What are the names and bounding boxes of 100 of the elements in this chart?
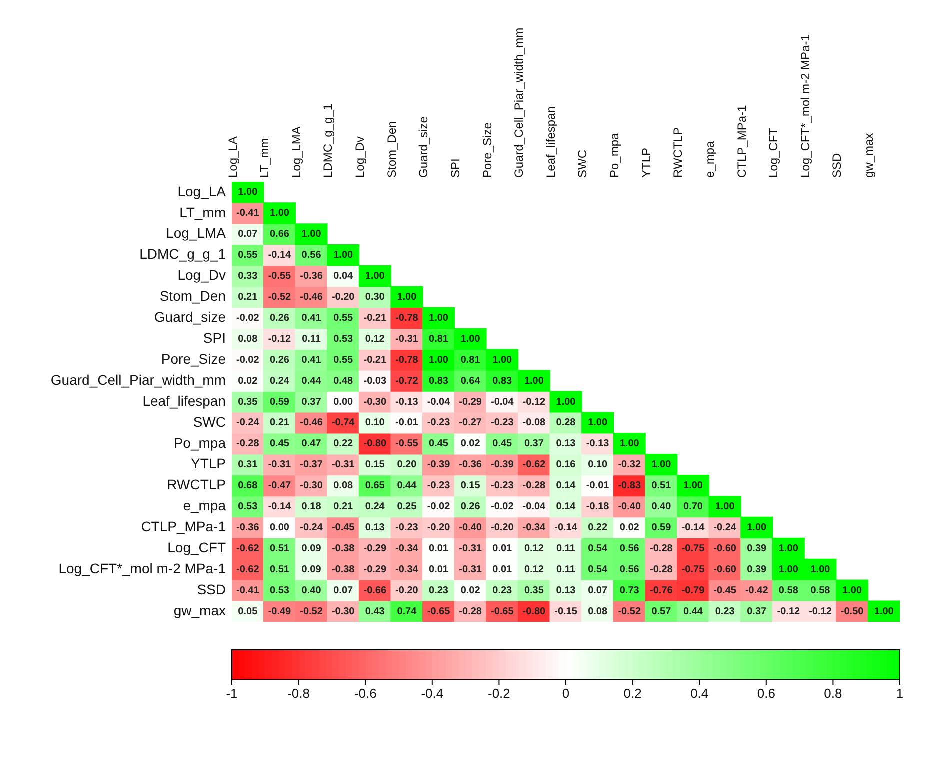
data-label: -0.78: [396, 354, 419, 366]
data-label: -0.31: [268, 460, 292, 471]
data-label: 0.37: [302, 396, 322, 408]
data-label: 0.13: [365, 522, 386, 534]
data-label: -0.04: [522, 502, 546, 513]
data-label: 0.66: [270, 229, 290, 240]
data-label: -0.24: [714, 522, 737, 534]
data-label: 1.00: [429, 312, 449, 324]
y-tick-label: Log_LA: [178, 183, 227, 200]
data-label: 0.26: [270, 312, 290, 324]
data-label: 1.00: [652, 460, 672, 471]
data-label: 0.43: [365, 606, 386, 618]
data-label: 0.40: [652, 502, 672, 513]
data-label: -0.34: [522, 522, 546, 534]
data-label: 0.08: [334, 480, 354, 492]
data-label: -0.30: [300, 480, 324, 492]
color-bar-label: -0.8: [288, 686, 310, 702]
data-label: -0.31: [459, 564, 482, 576]
data-label: -0.04: [490, 396, 514, 408]
data-label: -0.29: [364, 543, 387, 554]
data-label: -0.08: [522, 418, 546, 429]
data-label: -0.62: [522, 460, 546, 471]
data-label: 0.45: [429, 438, 449, 450]
data-label: 1.00: [460, 334, 481, 345]
color-bar-label: 0.4: [690, 686, 709, 702]
data-label: 0.55: [238, 250, 258, 262]
data-label: -0.34: [396, 564, 419, 576]
y-tick-label: SSD: [197, 581, 226, 598]
data-label: -0.15: [554, 606, 578, 618]
data-label: 0.53: [334, 334, 354, 345]
data-label: -0.14: [682, 522, 706, 534]
data-label: 0.37: [747, 606, 768, 618]
data-label: -0.31: [396, 334, 419, 345]
data-label: -0.02: [427, 502, 451, 513]
data-label: -0.30: [364, 396, 387, 408]
data-label: 0.01: [429, 564, 449, 576]
x-tick-label: Pore_Size: [480, 122, 494, 178]
x-tick-label: YTLP: [639, 148, 654, 178]
data-label: 0.45: [270, 438, 290, 450]
data-label: 0.51: [270, 543, 290, 554]
color-bar-label: -0.2: [488, 686, 510, 702]
data-label: 0.41: [302, 354, 322, 366]
data-label: 1.00: [302, 229, 322, 240]
data-label: -0.80: [522, 606, 546, 618]
data-label: 1.00: [270, 208, 290, 220]
data-label: -0.39: [490, 460, 514, 471]
x-tick-label: Log_LMA: [289, 126, 304, 178]
data-label: -0.72: [396, 376, 419, 387]
data-label: -0.80: [364, 438, 387, 450]
data-label: 0.59: [270, 396, 290, 408]
data-label: -0.47: [268, 480, 292, 492]
x-tick-label: SPI: [448, 158, 462, 178]
data-label: 0.26: [460, 502, 481, 513]
data-label: 0.14: [556, 502, 576, 513]
data-label: 0.18: [302, 502, 322, 513]
data-label: 1.00: [715, 502, 736, 513]
data-label: 0.74: [397, 606, 418, 618]
data-label: 0.23: [429, 585, 449, 596]
data-label: 0.56: [620, 543, 640, 554]
data-label: 0.10: [588, 460, 608, 471]
data-label: 0.54: [588, 564, 608, 576]
data-label: 1.00: [238, 187, 258, 198]
data-label: -0.24: [300, 522, 324, 534]
x-tick-label: gw_max: [862, 133, 876, 178]
data-label: -0.40: [618, 502, 642, 513]
data-label: 0.02: [460, 585, 481, 596]
data-label: 0.81: [429, 334, 449, 345]
data-label: 1.00: [810, 564, 831, 576]
data-label: 0.56: [620, 564, 640, 576]
data-label: 1.00: [397, 292, 418, 303]
data-label: 0.11: [556, 543, 576, 554]
color-bar-label: 0.8: [824, 686, 842, 702]
data-label: -0.55: [268, 271, 292, 282]
data-label: -0.78: [396, 312, 419, 324]
data-label: -0.23: [490, 480, 514, 492]
data-label: 0.44: [684, 606, 704, 618]
x-tick-label: SSD: [830, 152, 844, 178]
x-tick-label: Leaf_lifespan: [544, 106, 558, 178]
data-label: -0.13: [586, 438, 610, 450]
data-label: -0.52: [618, 606, 642, 618]
data-label: 0.22: [334, 438, 354, 450]
data-label: 1.00: [588, 418, 608, 429]
data-label: -0.12: [268, 334, 292, 345]
data-label: -0.27: [459, 418, 482, 429]
data-label: -0.14: [268, 502, 292, 513]
data-label: -0.21: [364, 354, 387, 366]
data-label: 0.21: [238, 292, 258, 303]
data-label: 0.15: [365, 460, 386, 471]
data-label: 1.00: [874, 606, 894, 618]
data-label: 0.22: [588, 522, 608, 534]
data-label: 1.00: [429, 354, 449, 366]
color-bar-label: 0: [562, 686, 570, 702]
data-label: -0.62: [236, 543, 260, 554]
data-label: -0.41: [236, 585, 260, 596]
data-label: -0.24: [236, 418, 260, 429]
y-tick-label: CTLP_MPa-1: [141, 518, 226, 535]
data-label: 0.08: [238, 334, 258, 345]
data-label: 1.00: [365, 271, 386, 282]
data-label: 0.83: [492, 376, 513, 387]
data-label: -0.01: [396, 418, 419, 429]
